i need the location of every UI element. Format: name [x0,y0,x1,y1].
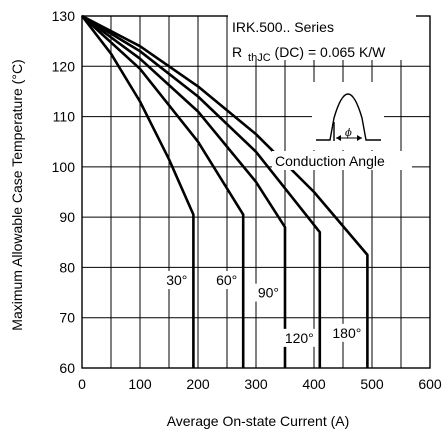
conduction-angle-label: Conduction Angle [275,153,385,169]
y-tick-label: 110 [53,109,76,125]
curve-label-background [160,271,191,290]
curve-label-background [210,271,241,290]
curve-label: 90° [258,285,279,301]
curve-line [81,14,287,368]
x-tick-label: 300 [244,376,268,392]
y-tick-label: 60 [59,360,75,376]
y-axis-title: Maximum Allowable Case Temperature (°C) [9,59,25,330]
rth-prefix: R [232,44,242,60]
curve-line [80,15,195,368]
x-tick-labels: 0 100 200 300 400 500 600 [78,376,442,392]
series-annotation: IRK.500.. Series [232,19,334,35]
curve-label: 120° [285,330,314,346]
curve-label: 30° [166,272,187,288]
y-tick-label: 130 [52,8,76,24]
y-tick-label: 90 [59,209,75,225]
curve-line [81,14,322,368]
curve-label-background [252,283,282,302]
y-tick-label: 100 [52,159,76,175]
curves [80,14,369,368]
x-tick-label: 100 [128,376,152,392]
rth-suffix: (DC) = 0.065 K/W [275,44,387,60]
theta-symbol: ϕ [345,128,352,139]
conduction-waveform-icon: ϕ [312,82,384,150]
x-axis-title: Average On-state Current (A) [167,413,350,429]
curve-line [81,14,369,368]
y-tick-labels: 60 70 80 90 100 110 120 130 [52,8,76,376]
curve-label-background [278,328,317,347]
x-tick-label: 600 [418,376,442,392]
rth-subscript: thJC [248,52,271,64]
curve-label: 60° [216,272,237,288]
x-tick-label: 400 [302,376,326,392]
y-tick-label: 80 [59,259,75,275]
annotation-background [228,12,416,60]
x-tick-label: 500 [360,376,384,392]
x-tick-label: 0 [78,376,86,392]
curve-line [81,15,245,368]
grid-lines [82,16,430,368]
y-tick-label: 70 [59,310,75,326]
curve-labels: 30° 60° 90° 120° 180° [160,271,365,347]
y-tick-label: 120 [52,58,76,74]
x-tick-label: 200 [186,376,210,392]
curve-label: 180° [332,325,361,341]
rth-annotation: R thJC (DC) = 0.065 K/W [232,44,386,64]
curve-label-background [326,323,365,342]
conduction-label-background [272,151,412,170]
